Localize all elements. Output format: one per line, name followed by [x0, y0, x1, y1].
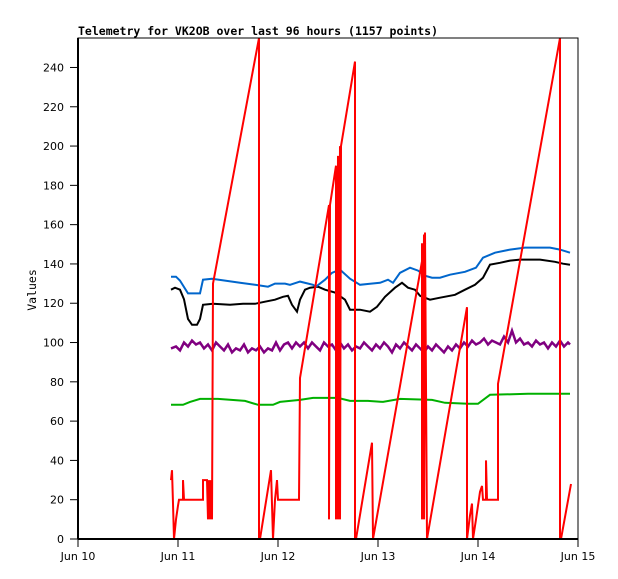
y-tick-label: 120: [43, 297, 64, 310]
x-tick-label: Jun 15: [560, 550, 596, 563]
y-tick-label: 100: [43, 337, 64, 350]
x-tick-label: Jun 11: [160, 550, 196, 563]
y-tick-label: 200: [43, 140, 64, 153]
y-tick-label: 220: [43, 101, 64, 114]
x-tick-label: Jun 10: [60, 550, 96, 563]
y-axis-label: Values: [25, 269, 39, 311]
y-tick-label: 0: [57, 533, 64, 546]
y-tick-label: 180: [43, 179, 64, 192]
y-tick-label: 40: [50, 454, 64, 467]
x-tick-label: Jun 14: [460, 550, 496, 563]
y-tick-label: 240: [43, 61, 64, 74]
y-tick-label: 20: [50, 494, 64, 507]
ticks-layer: 0 20 40 60 80 100 120 140 160 180 200 220 240 Jun 10 J…: [43, 61, 595, 563]
y-tick-label: 140: [43, 258, 64, 271]
series-line-purple: [170, 326, 571, 355]
y-tick-label: 60: [50, 415, 64, 428]
x-tick-label: Jun 12: [260, 550, 296, 563]
y-tick-label: 80: [50, 376, 64, 389]
series-layer: [170, 37, 572, 540]
series-line-green: [171, 392, 570, 406]
series-line-blue: [171, 246, 571, 295]
series-line-red: [170, 37, 572, 540]
x-tick-label: Jun 13: [360, 550, 396, 563]
chart-title: Telemetry for VK2OB over last 96 hours (…: [78, 24, 438, 38]
y-tick-label: 160: [43, 219, 64, 232]
